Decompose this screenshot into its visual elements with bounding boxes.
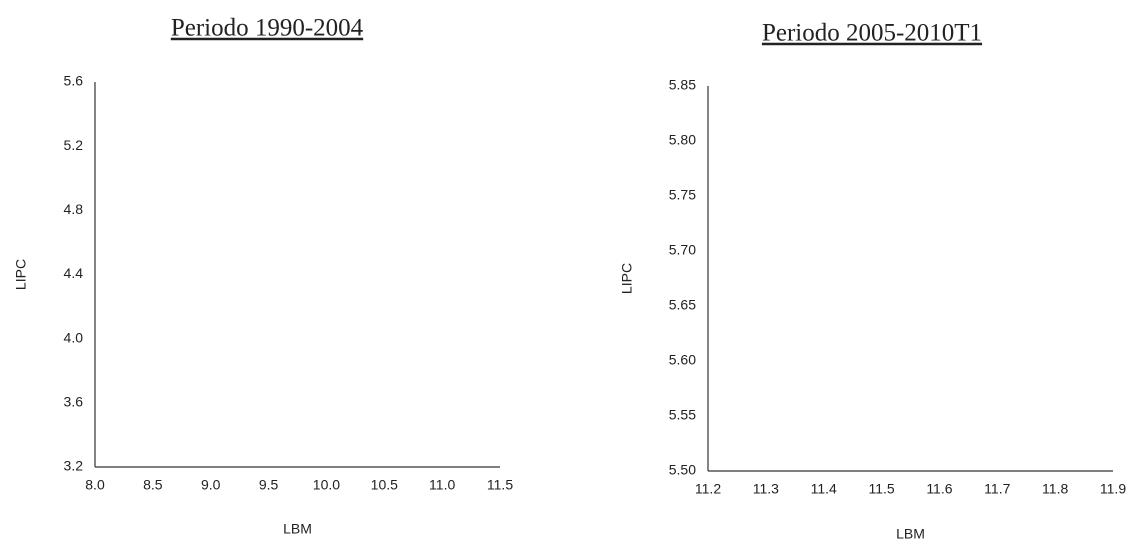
y-axis-label: LIPC: [619, 263, 635, 294]
x-tick-label: 9.0: [201, 477, 221, 493]
x-tick-label: 8.5: [143, 477, 163, 493]
y-tick-label: 5.50: [669, 462, 696, 478]
y-tick-label: 5.55: [669, 407, 696, 423]
x-tick-label: 10.5: [371, 477, 398, 493]
y-tick-label: 5.60: [669, 352, 696, 368]
y-tick-label: 3.2: [64, 458, 84, 474]
x-axis-label: LBM: [283, 521, 312, 537]
x-tick-label: 11.5: [487, 477, 513, 493]
y-tick-label: 4.8: [64, 201, 84, 217]
y-axis-label: LIPC: [13, 259, 29, 290]
x-tick-label: 9.5: [259, 477, 279, 493]
x-tick-label: 11.4: [811, 481, 837, 497]
y-tick-label: 5.2: [64, 137, 84, 153]
y-tick-label: 4.0: [64, 329, 84, 345]
x-tick-label: 11.3: [753, 481, 779, 497]
y-tick-label: 5.80: [669, 132, 696, 148]
y-tick-label: 3.6: [64, 394, 84, 410]
chart-title: Periodo 1990-2004: [171, 15, 364, 42]
x-tick-label: 11.8: [1042, 481, 1068, 497]
y-tick-label: 5.70: [669, 242, 696, 258]
y-tick-label: 5.65: [669, 297, 696, 313]
y-tick-label: 5.75: [669, 187, 696, 203]
y-tick-label: 5.85: [669, 77, 696, 93]
x-axis-label: LBM: [896, 526, 925, 542]
x-tick-label: 11.0: [429, 477, 455, 493]
x-tick-label: 11.7: [984, 481, 1010, 497]
y-tick-label: 5.6: [64, 73, 84, 89]
x-tick-label: 11.5: [868, 481, 894, 497]
x-tick-label: 8.0: [85, 477, 105, 493]
chart-title: Periodo 2005-2010T1: [762, 20, 982, 47]
x-tick-label: 11.6: [926, 481, 952, 497]
x-tick-label: 10.0: [313, 477, 340, 493]
x-tick-label: 11.9: [1100, 481, 1126, 497]
x-tick-label: 11.2: [695, 481, 721, 497]
y-tick-label: 4.4: [64, 265, 84, 281]
